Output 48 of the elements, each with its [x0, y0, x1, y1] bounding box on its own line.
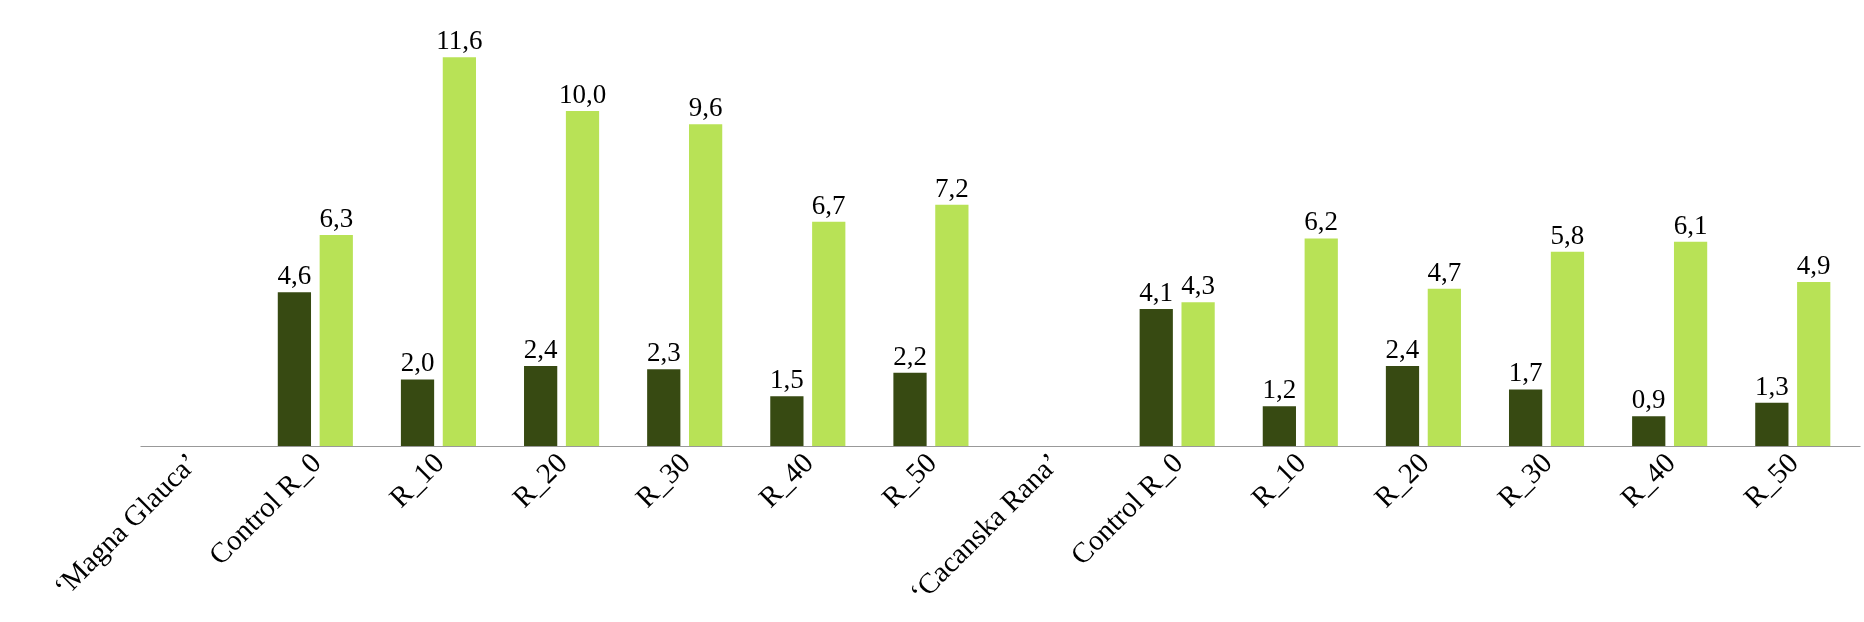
- data-label: 4,9: [1796, 250, 1831, 281]
- bar: [1385, 365, 1420, 447]
- data-label: 11,6: [436, 25, 483, 56]
- data-label: 1,3: [1754, 370, 1789, 401]
- data-label: 2,4: [1385, 333, 1420, 364]
- data-label: 2,0: [400, 347, 435, 378]
- data-label: 6,3: [319, 203, 354, 234]
- data-label: 4,6: [277, 260, 312, 291]
- bar: [1755, 402, 1789, 447]
- data-label: 4,1: [1139, 276, 1174, 307]
- data-label: 6,7: [811, 189, 846, 220]
- bar: [812, 221, 846, 447]
- bar: [770, 396, 804, 447]
- data-label: 2,4: [523, 333, 559, 364]
- bar: [1632, 416, 1666, 447]
- bar: [1797, 282, 1831, 447]
- data-label: 0,9: [1631, 384, 1666, 415]
- bar: [319, 235, 353, 447]
- bar: [565, 110, 600, 447]
- bar: [1508, 389, 1543, 447]
- bar: [442, 57, 476, 447]
- data-label: 10,0: [558, 78, 607, 109]
- bar: [1262, 406, 1296, 447]
- bar: [935, 204, 969, 447]
- data-label: 5,8: [1550, 219, 1585, 250]
- bar: [524, 365, 558, 447]
- data-label: 2,3: [646, 337, 681, 368]
- bar: [1304, 238, 1338, 447]
- bar: [1181, 302, 1215, 447]
- bar: [689, 124, 723, 447]
- bar: [647, 369, 681, 447]
- bar: [1427, 288, 1461, 447]
- data-label: 6,2: [1304, 206, 1339, 237]
- bar: [1550, 251, 1585, 447]
- data-label: 1,2: [1262, 374, 1297, 405]
- data-label: 4,3: [1181, 270, 1215, 301]
- bar: [1673, 241, 1708, 447]
- bar: [400, 379, 435, 447]
- data-label: 9,6: [688, 92, 723, 123]
- data-label: 7,2: [934, 172, 969, 203]
- bar: [893, 372, 927, 447]
- data-label: 1,7: [1508, 357, 1543, 388]
- bar: [1139, 308, 1173, 447]
- data-label: 1,5: [770, 364, 804, 395]
- data-label: 6,1: [1673, 209, 1708, 240]
- bar: [277, 292, 312, 447]
- data-label: 2,2: [893, 340, 927, 371]
- data-label: 4,7: [1427, 256, 1462, 287]
